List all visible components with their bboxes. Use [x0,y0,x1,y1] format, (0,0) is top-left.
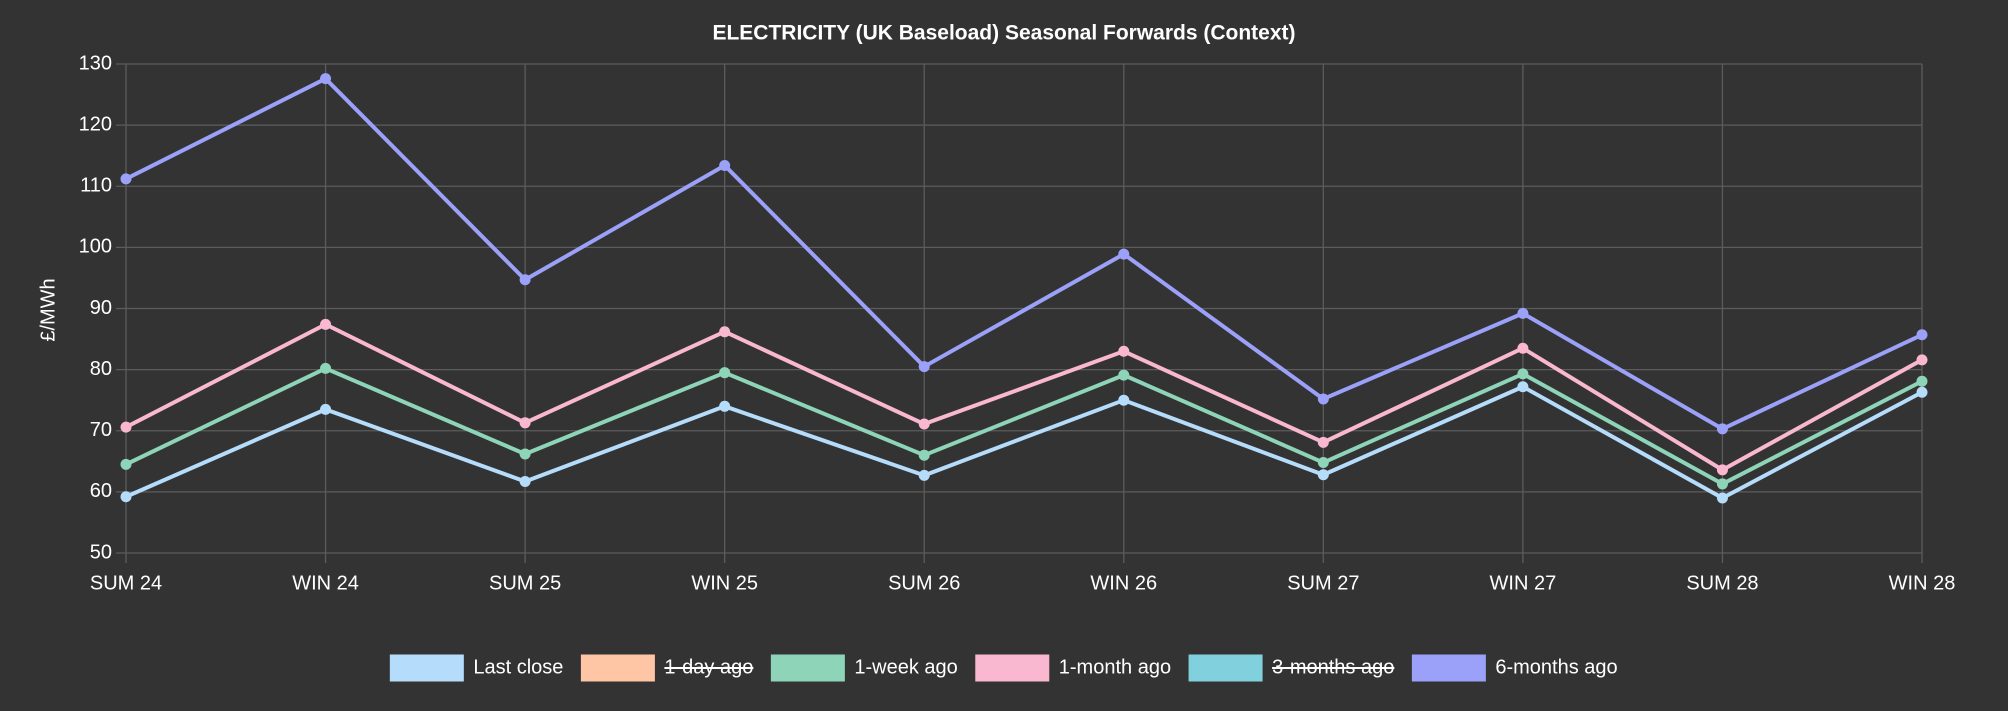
x-tick-label: WIN 28 [1889,572,1956,594]
y-tick-label: 60 [90,480,112,502]
data-point [320,403,332,415]
y-tick-label: 120 [79,113,112,135]
chart-title: ELECTRICITY (UK Baseload) Seasonal Forwa… [712,22,1295,45]
data-point [519,475,531,487]
data-point [719,326,731,338]
legend-label: 6-months ago [1495,656,1617,678]
data-point [1118,394,1130,406]
data-point [120,491,132,503]
data-point [918,469,930,481]
x-tick-label: SUM 24 [90,572,162,594]
data-point [719,367,731,379]
data-point [1716,478,1728,490]
data-point [1916,375,1928,387]
x-tick-label: WIN 27 [1490,572,1557,594]
legend-swatch [770,654,845,682]
data-point [719,159,731,171]
legend-swatch [1188,654,1263,682]
data-point [1916,329,1928,341]
series-line [125,366,1923,486]
legend-swatch [975,654,1050,682]
legend: Last close 1-day ago 1-week ago 1-month ago… [389,654,1618,682]
x-tick-label: SUM 28 [1686,572,1758,594]
data-point [120,421,132,433]
data-point [1517,307,1529,319]
data-point [1716,492,1728,504]
data-point [519,274,531,286]
x-tick-label: WIN 24 [292,572,359,594]
legend-swatch [580,654,655,682]
data-point [1317,457,1329,469]
x-tick-label: SUM 26 [888,572,960,594]
legend-label: 1-month ago [1059,656,1171,678]
legend-swatch [389,654,464,682]
x-tick-label: WIN 25 [691,572,758,594]
data-point [1916,386,1928,398]
data-point [1317,436,1329,448]
data-point [320,318,332,330]
legend-swatch [1411,654,1486,682]
data-point [519,417,531,429]
data-point [1118,369,1130,381]
data-point [719,400,731,412]
y-tick-label: 110 [80,175,112,197]
y-tick-label: 70 [90,419,112,441]
data-point [1118,345,1130,357]
series-line [125,322,1923,472]
data-point [918,449,930,461]
data-point [120,173,132,185]
x-tick-label: SUM 25 [489,572,561,594]
data-point [1118,248,1130,260]
data-point [918,418,930,430]
data-point [1317,393,1329,405]
data-point [320,362,332,374]
x-tick-label: SUM 27 [1287,572,1359,594]
series-line [125,76,1923,431]
y-tick-label: 130 [79,52,112,74]
data-point [1317,469,1329,481]
data-point [519,448,531,460]
series-line [125,384,1923,500]
data-point [1716,464,1728,476]
data-point [918,361,930,373]
data-point [1517,381,1529,393]
data-point [120,458,132,470]
data-point [1716,423,1728,435]
data-point [1916,354,1928,366]
y-tick-label: 100 [79,236,112,258]
legend-label: 1-week ago [854,656,957,678]
data-point [1517,368,1529,380]
x-tick-label: WIN 26 [1090,572,1157,594]
y-tick-label: 80 [90,358,112,380]
y-tick-label: 50 [90,541,112,563]
data-point [1517,342,1529,354]
data-point [320,73,332,85]
legend-label: Last close [473,656,563,678]
y-tick-label: 90 [90,297,112,319]
y-axis-title: £/MWh [37,278,59,341]
